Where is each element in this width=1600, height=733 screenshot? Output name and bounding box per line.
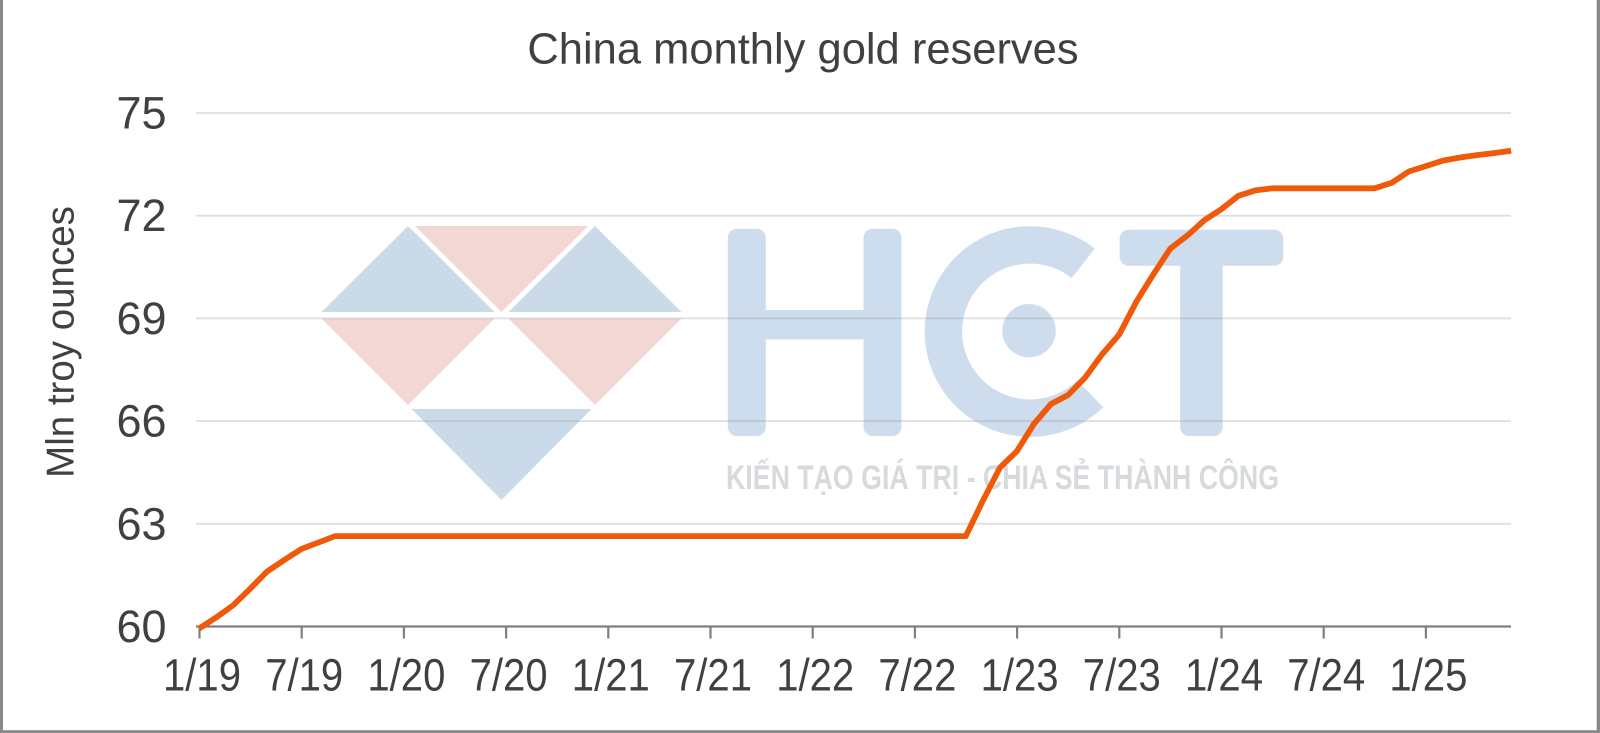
svg-text:Mln troy ounces: Mln troy ounces xyxy=(40,206,83,478)
svg-text:63: 63 xyxy=(116,498,166,549)
svg-text:7/23: 7/23 xyxy=(1083,650,1161,701)
svg-text:1/23: 1/23 xyxy=(981,650,1059,701)
svg-text:China monthly gold reserves: China monthly gold reserves xyxy=(527,26,1078,74)
svg-text:1/24: 1/24 xyxy=(1185,650,1263,701)
svg-text:1/19: 1/19 xyxy=(163,650,241,701)
svg-text:7/24: 7/24 xyxy=(1287,650,1365,701)
svg-text:72: 72 xyxy=(116,190,166,241)
svg-text:69: 69 xyxy=(116,293,166,344)
svg-text:60: 60 xyxy=(116,601,166,652)
svg-text:7/22: 7/22 xyxy=(878,650,956,701)
svg-text:1/22: 1/22 xyxy=(776,650,854,701)
svg-text:75: 75 xyxy=(116,88,166,139)
svg-text:1/25: 1/25 xyxy=(1389,650,1467,701)
svg-text:7/21: 7/21 xyxy=(674,650,752,701)
svg-text:1/21: 1/21 xyxy=(572,650,650,701)
svg-text:66: 66 xyxy=(116,396,166,447)
svg-text:1/20: 1/20 xyxy=(367,650,445,701)
svg-text:7/19: 7/19 xyxy=(265,650,343,701)
svg-text:7/20: 7/20 xyxy=(470,650,548,701)
